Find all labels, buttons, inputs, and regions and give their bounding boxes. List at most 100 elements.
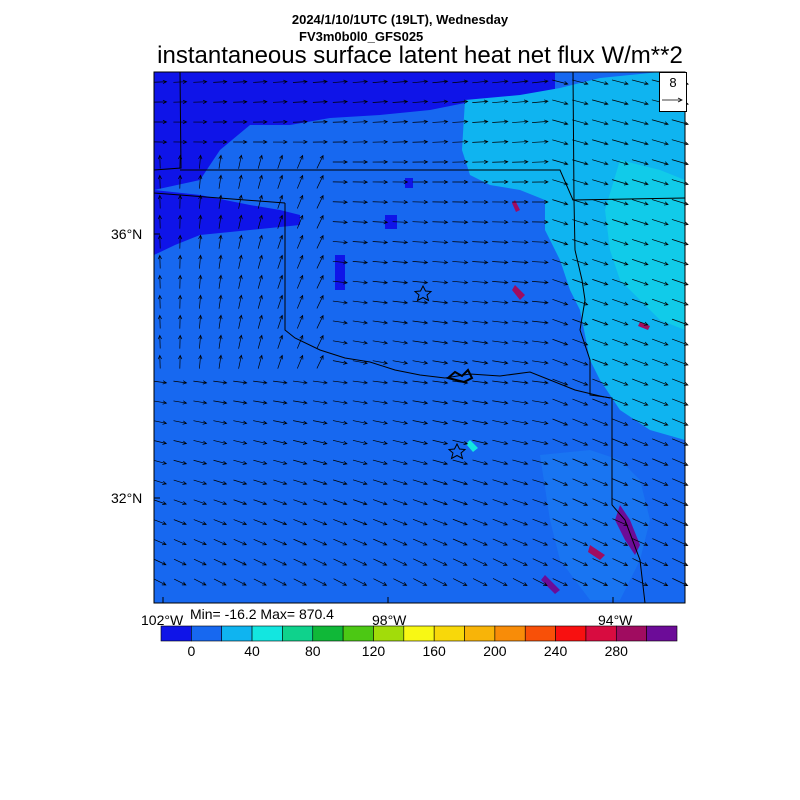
wind-arrow	[472, 159, 489, 164]
colorbar-swatch	[221, 625, 253, 642]
wind-arrow	[552, 299, 569, 306]
wind-arrow	[153, 479, 167, 485]
wind-arrow	[238, 154, 243, 169]
wind-arrow	[432, 220, 449, 225]
wind-arrow	[632, 278, 649, 286]
colorbar-swatch	[646, 625, 678, 642]
wind-arrow	[652, 418, 669, 426]
wind-arrow	[552, 179, 569, 186]
wind-arrow	[432, 280, 449, 285]
wind-arrow	[612, 378, 629, 386]
wind-arrow	[651, 318, 669, 326]
wind-arrow	[392, 499, 408, 506]
hot-spot-2	[588, 545, 605, 560]
wind-arrow	[472, 79, 489, 84]
wind-arrow	[153, 119, 168, 125]
wind-arrow	[178, 274, 183, 289]
wind-arrow	[296, 294, 304, 309]
wind-arrow	[572, 199, 589, 206]
wind-arrow	[392, 420, 409, 425]
wind-arrow	[472, 300, 489, 305]
wind-arrow	[353, 538, 368, 546]
wind-arrow	[572, 358, 589, 366]
wind-arrow	[332, 280, 348, 285]
wind-arrow	[592, 259, 609, 266]
wind-arrow	[632, 318, 649, 326]
wind-arrow	[432, 240, 449, 245]
wind-arrow	[632, 478, 649, 486]
wind-arrow	[293, 440, 308, 445]
datetime-title: 2024/1/10/1UTC (19LT), Wednesday	[291, 12, 509, 27]
wind-arrow	[352, 340, 368, 345]
wind-arrow	[296, 214, 304, 229]
wind-arrow	[413, 558, 428, 566]
wind-arrow	[352, 220, 369, 225]
wind-arrow	[412, 439, 429, 445]
wind-arrow	[173, 400, 188, 405]
wind-arrow	[532, 558, 548, 566]
wind-arrow	[492, 538, 508, 546]
vector-reference-label: 8	[669, 75, 677, 90]
wind-arrow	[612, 259, 629, 266]
wind-arrow	[472, 119, 489, 124]
wind-arrow	[632, 338, 649, 346]
wind-arrow	[253, 400, 268, 405]
wind-arrow	[512, 360, 529, 365]
wind-arrow	[253, 440, 268, 445]
wind-arrow	[612, 298, 629, 306]
wind-arrow	[412, 240, 429, 245]
wind-arrow	[492, 439, 509, 446]
wind-arrow	[253, 119, 268, 124]
wind-arrow	[432, 200, 449, 205]
wind-arrow	[293, 558, 308, 566]
wind-arrow	[238, 194, 243, 209]
colorbar-tick-label: 280	[604, 643, 628, 659]
wind-arrow	[472, 280, 489, 285]
wind-arrow	[591, 79, 609, 86]
wind-arrow	[316, 334, 324, 349]
wind-arrow	[372, 400, 389, 405]
wind-arrow	[532, 360, 549, 365]
wind-arrow	[472, 340, 489, 345]
wind-arrow	[552, 418, 569, 426]
wind-arrow	[652, 478, 669, 486]
wind-arrow	[352, 380, 369, 385]
colorbar-tick-label: 0	[187, 643, 196, 659]
wind-arrow	[332, 180, 349, 185]
wind-arrow	[492, 340, 509, 345]
wind-arrow	[532, 179, 549, 184]
wind-arrow	[452, 139, 469, 144]
wind-arrow	[632, 438, 649, 446]
wind-arrow	[372, 139, 389, 144]
wind-arrow	[238, 274, 243, 289]
wind-arrow	[592, 418, 609, 426]
wind-arrow	[296, 254, 304, 269]
wind-arrow	[332, 260, 348, 265]
wind-arrow	[472, 578, 488, 586]
wind-arrow	[193, 380, 208, 385]
lon-label-98w: 98°W	[372, 612, 407, 628]
wind-arrow	[572, 79, 589, 86]
wind-arrow	[492, 300, 509, 305]
wind-arrow	[238, 354, 243, 369]
wind-arrow	[296, 194, 304, 209]
wind-arrow	[612, 478, 629, 486]
wind-arrow	[333, 578, 348, 586]
wind-arrow	[213, 578, 227, 586]
wind-arrow	[238, 254, 243, 269]
wind-arrow	[238, 294, 243, 309]
wind-arrow	[273, 139, 288, 145]
wind-arrow	[392, 159, 409, 165]
wind-arrow	[532, 99, 549, 104]
wind-arrow	[296, 274, 304, 289]
wind-arrow	[532, 499, 549, 506]
wind-arrow	[651, 239, 669, 246]
wind-arrow	[432, 400, 449, 405]
wind-arrow	[218, 214, 223, 229]
wind-arrow	[592, 478, 609, 486]
wind-arrow	[277, 314, 284, 329]
wind-arrow	[316, 194, 324, 209]
wind-arrow	[532, 459, 549, 466]
wind-arrow	[392, 479, 408, 486]
wind-arrow	[273, 420, 288, 425]
